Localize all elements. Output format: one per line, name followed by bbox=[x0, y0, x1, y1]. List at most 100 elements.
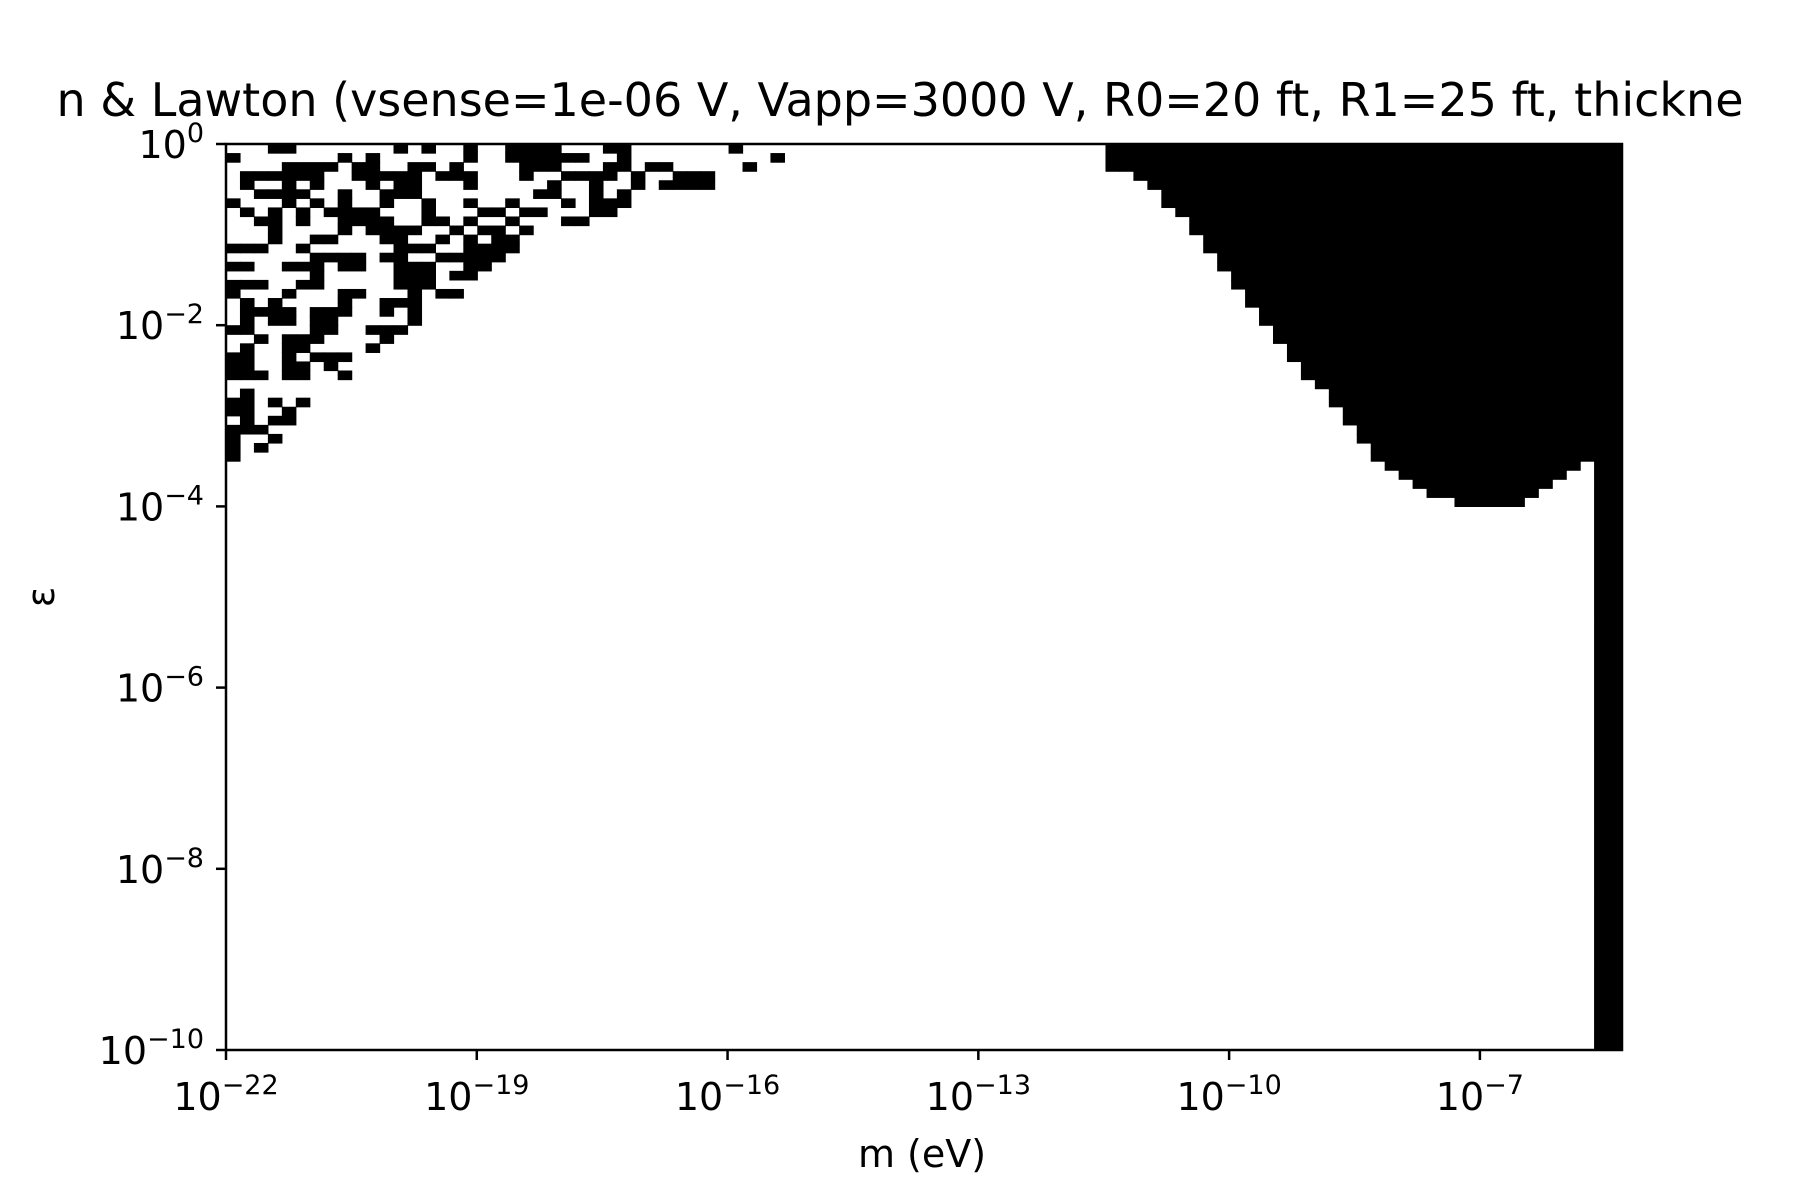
heatmap-cell bbox=[1608, 968, 1623, 979]
heatmap-cell bbox=[379, 307, 395, 317]
heatmap-cell bbox=[519, 153, 534, 163]
heatmap-cell bbox=[1524, 343, 1539, 353]
heatmap-cell bbox=[1314, 261, 1330, 272]
heatmap-cell bbox=[1398, 162, 1414, 172]
heatmap-cell bbox=[1412, 288, 1428, 299]
heatmap-cell bbox=[1314, 307, 1330, 317]
heatmap-cell bbox=[1370, 198, 1386, 209]
heatmap-cell bbox=[1496, 261, 1511, 272]
heatmap-cell bbox=[1594, 760, 1609, 770]
heatmap-cell bbox=[1510, 207, 1525, 218]
heatmap-cell bbox=[309, 270, 325, 281]
heatmap-cell bbox=[1161, 171, 1176, 181]
heatmap-cell bbox=[226, 279, 241, 290]
heatmap-cell bbox=[477, 261, 492, 272]
heatmap-cell bbox=[1510, 279, 1525, 290]
heatmap-cell bbox=[309, 198, 325, 209]
heatmap-cell bbox=[1580, 243, 1595, 254]
heatmap-cell bbox=[1286, 270, 1302, 281]
heatmap-cell bbox=[1370, 334, 1386, 344]
heatmap-cell bbox=[1496, 243, 1511, 254]
heatmap-cell bbox=[1314, 325, 1330, 335]
heatmap-cell bbox=[1538, 325, 1553, 335]
heatmap-cell bbox=[1482, 288, 1497, 299]
heatmap-cell bbox=[1580, 370, 1595, 381]
heatmap-cell bbox=[1482, 370, 1497, 381]
heatmap-cell bbox=[379, 252, 395, 263]
heatmap-cell bbox=[1594, 279, 1609, 290]
heatmap-cell bbox=[1300, 352, 1316, 363]
heatmap-cell bbox=[309, 171, 325, 181]
heatmap-cell bbox=[1538, 397, 1553, 408]
heatmap-cell bbox=[1580, 270, 1595, 281]
heatmap-cell bbox=[1259, 198, 1274, 209]
heatmap-cell bbox=[1300, 361, 1316, 372]
heatmap-cell bbox=[1231, 279, 1246, 290]
heatmap-cell bbox=[1440, 352, 1456, 363]
heatmap-cell bbox=[1608, 1013, 1623, 1024]
heatmap-cell bbox=[575, 171, 590, 181]
heatmap-cell bbox=[1412, 153, 1428, 163]
heatmap-cell bbox=[1566, 198, 1581, 209]
heatmap-cell bbox=[1496, 180, 1511, 190]
heatmap-cell bbox=[1286, 352, 1302, 363]
heatmap-cell bbox=[1468, 243, 1483, 254]
heatmap-cell bbox=[505, 243, 520, 254]
heatmap-cell bbox=[323, 325, 339, 335]
heatmap-cell bbox=[351, 252, 367, 263]
heatmap-cell bbox=[1608, 279, 1623, 290]
heatmap-cell bbox=[337, 252, 353, 263]
heatmap-cell bbox=[1566, 171, 1581, 181]
heatmap-cell bbox=[616, 153, 632, 163]
heatmap-cell bbox=[1217, 180, 1232, 190]
heatmap-cell bbox=[1580, 153, 1595, 163]
heatmap-cell bbox=[323, 252, 339, 263]
heatmap-cell bbox=[1342, 370, 1358, 381]
heatmap-cell bbox=[1273, 153, 1288, 163]
heatmap-cell bbox=[1594, 415, 1609, 426]
heatmap-cell bbox=[1538, 442, 1553, 453]
heatmap-cell bbox=[1510, 479, 1525, 489]
heatmap-cell bbox=[1245, 189, 1260, 199]
heatmap-cell bbox=[1328, 307, 1344, 317]
heatmap-cell bbox=[226, 424, 241, 435]
heatmap-cell bbox=[1496, 452, 1511, 462]
heatmap-cell bbox=[1594, 1004, 1609, 1015]
heatmap-cell bbox=[1608, 660, 1623, 671]
heatmap-cell bbox=[1524, 334, 1539, 344]
heatmap-cell bbox=[1286, 307, 1302, 317]
heatmap-cell bbox=[295, 171, 311, 181]
heatmap-cell bbox=[1384, 406, 1400, 417]
heatmap-cell bbox=[1245, 288, 1260, 299]
heatmap-cell bbox=[491, 234, 506, 245]
heatmap-cell bbox=[1468, 144, 1483, 154]
heatmap-cell bbox=[1384, 370, 1400, 381]
heatmap-cell bbox=[253, 334, 269, 344]
heatmap-cell bbox=[1370, 388, 1386, 399]
heatmap-cell bbox=[1594, 234, 1609, 245]
heatmap-cell bbox=[1328, 325, 1344, 335]
heatmap-cell bbox=[1245, 279, 1260, 290]
heatmap-cell bbox=[1468, 397, 1483, 408]
heatmap-cell bbox=[1482, 352, 1497, 363]
heatmap-cell bbox=[1566, 189, 1581, 199]
heatmap-cell bbox=[1370, 370, 1386, 381]
heatmap-cell bbox=[1370, 207, 1386, 218]
heatmap-cell bbox=[1594, 705, 1609, 716]
heatmap-cell bbox=[1566, 415, 1581, 426]
heatmap-cell bbox=[1594, 497, 1609, 507]
heatmap-cell bbox=[1398, 144, 1414, 154]
heatmap-cell bbox=[1580, 225, 1595, 236]
heatmap-cell bbox=[1342, 207, 1358, 218]
heatmap-cell bbox=[533, 207, 548, 218]
heatmap-cell bbox=[1510, 171, 1525, 181]
heatmap-cell bbox=[1608, 696, 1623, 707]
heatmap-cell bbox=[1426, 180, 1442, 190]
heatmap-cell bbox=[1273, 207, 1288, 218]
heatmap-cell bbox=[1300, 298, 1316, 308]
heatmap-cell bbox=[1454, 334, 1470, 344]
heatmap-cell bbox=[1119, 144, 1134, 154]
heatmap-cell bbox=[1217, 234, 1232, 245]
heatmap-cell bbox=[1245, 171, 1260, 181]
heatmap-cell bbox=[393, 234, 409, 245]
